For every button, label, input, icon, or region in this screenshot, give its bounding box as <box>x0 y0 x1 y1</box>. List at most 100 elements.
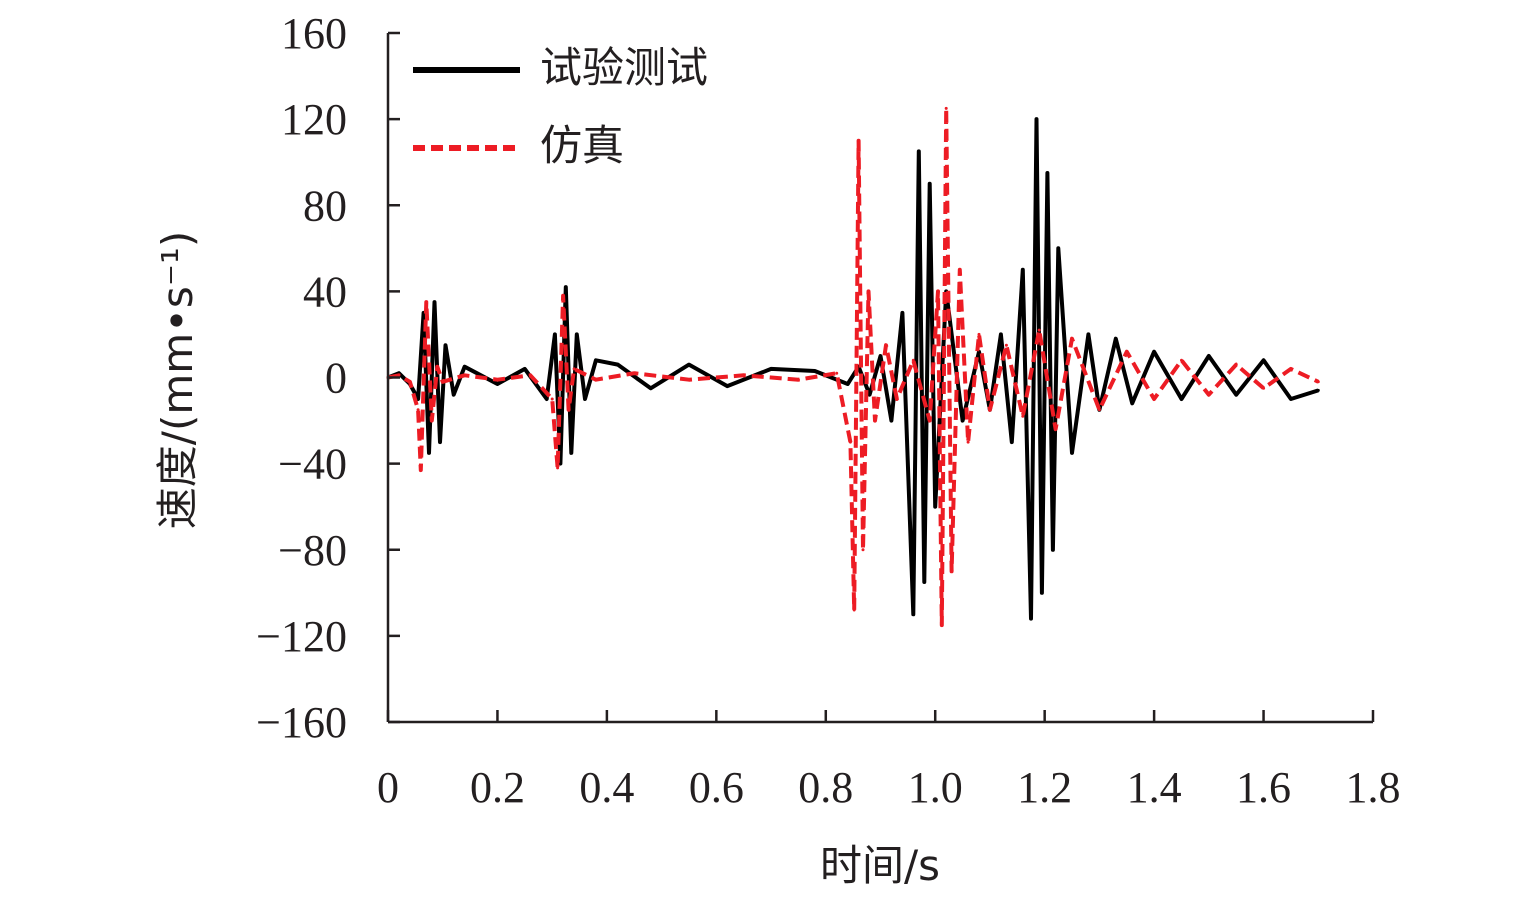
series-0-point-9 <box>452 393 456 397</box>
series-1-point-2 <box>408 380 412 384</box>
series-0-point-57 <box>1180 397 1183 401</box>
series-layer <box>386 106 1320 628</box>
series-0-point-5 <box>427 451 431 455</box>
series-1-point-45 <box>1070 337 1074 341</box>
series-1-point-1 <box>397 373 401 377</box>
series-1-point-50 <box>1207 393 1211 397</box>
series-1-point-9 <box>463 373 467 377</box>
series-0-point-33 <box>911 612 915 616</box>
series-0-point-47 <box>1040 591 1044 595</box>
series-1-point-15 <box>567 408 571 412</box>
series-1-point-41 <box>1004 343 1008 347</box>
series-0-point-44 <box>1021 268 1025 272</box>
series-1-point-48 <box>1152 397 1156 401</box>
series-1-point-36 <box>950 569 954 573</box>
series-0-point-32 <box>900 311 904 315</box>
series-1-point-16 <box>572 367 576 371</box>
x-tick-label-8: 1.6 <box>1236 763 1291 812</box>
series-0-point-58 <box>1207 354 1211 358</box>
series-0-point-45 <box>1029 617 1033 621</box>
series-0-point-56 <box>1152 350 1156 354</box>
series-0-point-17 <box>569 451 573 455</box>
series-0-point-59 <box>1234 393 1238 397</box>
series-0-point-35 <box>922 580 926 584</box>
series-0-point-22 <box>649 386 653 390</box>
x-tick-label-4: 0.8 <box>798 763 853 812</box>
series-1-point-17 <box>594 378 598 382</box>
series-0-point-42 <box>999 332 1003 336</box>
series-1-point-20 <box>742 373 746 377</box>
series-0-point-39 <box>961 419 965 423</box>
y-tick-label-2: 80 <box>303 181 347 230</box>
series-0-point-51 <box>1070 451 1074 455</box>
series-1-point-19 <box>687 378 691 382</box>
legend-label-test: 试验测试 <box>540 43 708 92</box>
series-1-point-23 <box>848 440 852 444</box>
y-axis-title: 速度/(mm•s⁻¹) <box>153 231 202 529</box>
series-1-point-13 <box>556 466 560 470</box>
series-1-point-10 <box>495 378 499 382</box>
x-tick-label-9: 1.8 <box>1346 763 1401 812</box>
series-1-point-46 <box>1097 408 1101 412</box>
series-1-point-35 <box>944 106 948 110</box>
series-1-point-21 <box>796 378 800 382</box>
series-1-point-4 <box>419 468 423 472</box>
x-tick-label-2: 0.4 <box>579 763 634 812</box>
series-0-point-46 <box>1035 117 1038 121</box>
series-1-point-31 <box>911 358 915 362</box>
series-1-point-54 <box>1316 380 1320 384</box>
x-tick-label-3: 0.6 <box>689 763 744 812</box>
series-0-point-10 <box>463 365 467 369</box>
series-1-point-51 <box>1234 363 1238 367</box>
series-1-point-47 <box>1125 350 1129 354</box>
series-1-point-28 <box>873 419 877 423</box>
series-0-point-21 <box>616 363 620 367</box>
series-0-point-14 <box>553 332 557 336</box>
y-tick-label-0: 160 <box>281 9 347 58</box>
series-0-point-27 <box>846 382 850 386</box>
series-0-point-11 <box>495 382 499 386</box>
y-tick-label-8: −160 <box>256 698 347 747</box>
x-tick-label-5: 1.0 <box>908 763 963 812</box>
series-0-point-36 <box>928 182 932 186</box>
series-0-point-50 <box>1056 246 1060 250</box>
series-1-point-44 <box>1054 427 1058 431</box>
series-1-point-27 <box>867 289 870 293</box>
series-1-point-38 <box>966 440 970 444</box>
legend-label-sim: 仿真 <box>540 121 624 170</box>
series-line-1 <box>387 106 1320 628</box>
series-1-point-29 <box>884 343 888 347</box>
series-0-point-60 <box>1262 358 1266 362</box>
series-1-point-24 <box>852 608 856 612</box>
y-tick-label-7: −120 <box>256 612 347 661</box>
y-tick-label-1: 120 <box>281 95 347 144</box>
series-0-point-16 <box>564 285 568 289</box>
series-1-point-18 <box>632 371 636 375</box>
series-1-point-3 <box>416 408 420 412</box>
series-1-point-30 <box>895 397 899 401</box>
series-0-point-6 <box>433 300 436 304</box>
series-0-point-13 <box>545 397 549 401</box>
series-0-point-20 <box>594 358 598 362</box>
series-1-point-43 <box>1037 328 1041 332</box>
series-1-point-37 <box>958 268 962 272</box>
y-tick-label-6: −80 <box>278 526 347 575</box>
ticks-layer: 0 0.2 0.4 0.6 0.8 1.0 1.2 1.4 1.6 1.816012080400−… <box>256 9 1400 812</box>
series-1-point-33 <box>936 289 940 293</box>
series-1-point-11 <box>528 373 532 377</box>
series-0-point-34 <box>917 149 921 153</box>
x-tick-label-1: 0.2 <box>470 763 525 812</box>
series-0-point-18 <box>575 332 579 336</box>
series-1-point-42 <box>1021 414 1025 418</box>
series-0-point-62 <box>1316 388 1320 392</box>
series-0-point-26 <box>813 369 817 373</box>
series-1-point-14 <box>561 294 565 298</box>
series-1-point-25 <box>857 139 861 143</box>
series-1-point-5 <box>424 300 428 304</box>
series-0-point-30 <box>879 354 882 358</box>
series-0-point-12 <box>523 367 527 371</box>
series-1-point-32 <box>928 419 932 423</box>
series-1-point-8 <box>441 380 445 384</box>
legend: 试验测试 仿真 <box>413 43 708 170</box>
